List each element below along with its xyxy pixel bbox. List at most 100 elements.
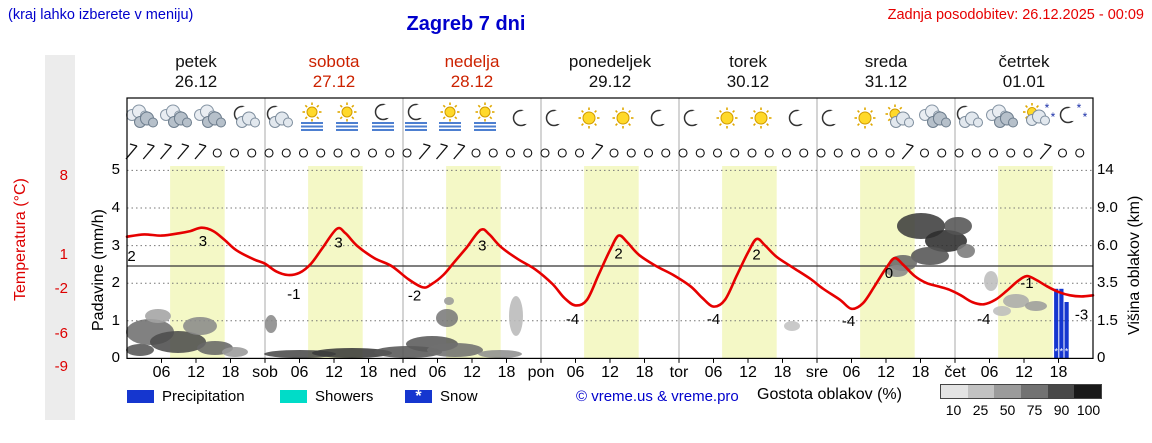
x-axis-hour-label: 12 [463, 364, 481, 381]
weather-icon-moon-cloud [233, 105, 260, 128]
cloud-blob [784, 321, 800, 331]
daylight-band [308, 166, 363, 359]
x-axis-day-label: tor [669, 364, 689, 381]
showers-swatch [280, 390, 307, 403]
daylight-band [584, 166, 639, 359]
precip-tick-label: 5 [111, 161, 120, 179]
day-header: četrtek 01.01 [955, 52, 1093, 92]
calm-wind-icon [799, 148, 809, 158]
day-header: petek 26.12 [127, 52, 265, 92]
calm-wind-icon [264, 148, 274, 158]
calm-wind-icon [816, 148, 826, 158]
calm-wind-icon [1075, 148, 1085, 158]
density-tick-label: 50 [999, 402, 1016, 418]
x-axis-hour-label: 18 [221, 364, 240, 381]
calm-wind-icon [298, 148, 309, 158]
cloud-height-tick-label: 0 [1097, 349, 1106, 367]
weather-icon-sun-fog [474, 102, 496, 131]
weather-icon-sun-fog [301, 102, 323, 131]
calm-wind-icon [730, 148, 740, 158]
calm-wind-icon [609, 148, 619, 158]
day-name: sobota [308, 52, 360, 71]
calm-wind-icon [919, 148, 930, 158]
day-date: 27.12 [312, 72, 356, 91]
x-axis-hour-label: 18 [497, 364, 516, 381]
cloud-height-tick-label: 9.0 [1097, 199, 1118, 216]
precip-bar [1064, 302, 1069, 359]
cloud-height-tick-label: 14 [1097, 161, 1114, 179]
wind-barb-icon [194, 143, 207, 160]
precip-tick-label: 1 [111, 311, 120, 329]
cloud-blob [1025, 301, 1047, 311]
calm-wind-icon [471, 148, 481, 158]
cloud-height-tick-label: 3.5 [1097, 274, 1118, 292]
calm-wind-icon [712, 148, 723, 158]
cloud-blob [957, 244, 975, 258]
wind-barb-icon [453, 143, 466, 160]
calm-wind-icon [247, 148, 257, 158]
calm-wind-icon [988, 148, 999, 158]
cloud-blob [993, 306, 1011, 316]
temp-tick-label: -6 [54, 324, 68, 342]
day-name: ponedeljek [568, 52, 652, 71]
temp-value-label: 2 [127, 248, 135, 265]
cloud-blob [427, 343, 483, 357]
calm-wind-icon [523, 148, 533, 158]
cloud-blob [222, 347, 248, 357]
day-date: 29.12 [588, 72, 632, 91]
wind-barb-icon [418, 143, 431, 160]
temp-value-label: -2 [408, 287, 421, 304]
cloud-blob [478, 350, 522, 358]
weather-icon-moon [683, 109, 704, 127]
weather-icon-sun [854, 107, 876, 129]
day-name: četrtek [998, 52, 1050, 71]
wind-barb-icon [142, 143, 155, 160]
x-axis-hour-label: 06 [566, 364, 585, 381]
x-axis-day-label: sob [252, 364, 278, 381]
calm-wind-icon [333, 148, 343, 158]
weather-icon-moon-snow: ** [1059, 101, 1088, 124]
last-update: Zadnja posodobitev: 26.12.2025 - 00:09 [887, 7, 1144, 23]
temp-value-label: 3 [478, 238, 486, 255]
calm-wind-icon [678, 148, 688, 158]
wind-barb-icon [160, 143, 172, 160]
density-tick-label: 25 [972, 402, 989, 418]
svg-text:*: * [1083, 110, 1088, 124]
weather-icon-moon-cloud [266, 105, 293, 128]
snow-mark-icon: * [1054, 346, 1058, 356]
calm-wind-icon [868, 148, 878, 158]
precipitation-swatch [127, 390, 154, 403]
weather-icon-moon [545, 109, 566, 127]
daylight-band [998, 166, 1053, 359]
temp-value-label: 2 [614, 246, 622, 263]
weather-icon-moon-fog [405, 103, 428, 131]
wind-barb-icon [125, 143, 138, 160]
calm-wind-icon [661, 148, 671, 158]
temp-value-label: 2 [752, 247, 760, 264]
x-axis-hour-label: 06 [290, 364, 309, 381]
svg-text:*: * [1051, 110, 1056, 124]
weather-icon-sun-fog [336, 102, 358, 131]
day-date: 30.12 [726, 72, 770, 91]
day-date: 01.01 [1002, 72, 1046, 91]
weather-icon-clouds [986, 104, 1018, 128]
calm-wind-icon [885, 148, 895, 158]
copyright-link[interactable]: © vreme.us & vreme.pro [576, 388, 739, 405]
precip-bar [1059, 288, 1064, 359]
weather-icon-clouds [919, 104, 951, 128]
temp-tick-label: 8 [59, 166, 68, 184]
precip-tick-label: 4 [111, 199, 120, 216]
x-axis-day-label: sre [805, 364, 829, 381]
density-tick-label: 90 [1053, 402, 1070, 418]
cloud-blob [436, 309, 458, 327]
temp-value-label: -1 [287, 286, 300, 303]
weather-icon-sun [578, 107, 600, 129]
calm-wind-icon [212, 148, 222, 158]
day-header: sreda 31.12 [817, 52, 955, 92]
wind-barb-icon [901, 143, 914, 160]
weather-icon-clouds [126, 104, 158, 128]
x-axis-hour-label: 06 [842, 364, 861, 381]
x-axis-hour-label: 06 [980, 364, 999, 381]
calm-wind-icon [954, 148, 964, 158]
density-tick-label: 75 [1026, 402, 1043, 418]
